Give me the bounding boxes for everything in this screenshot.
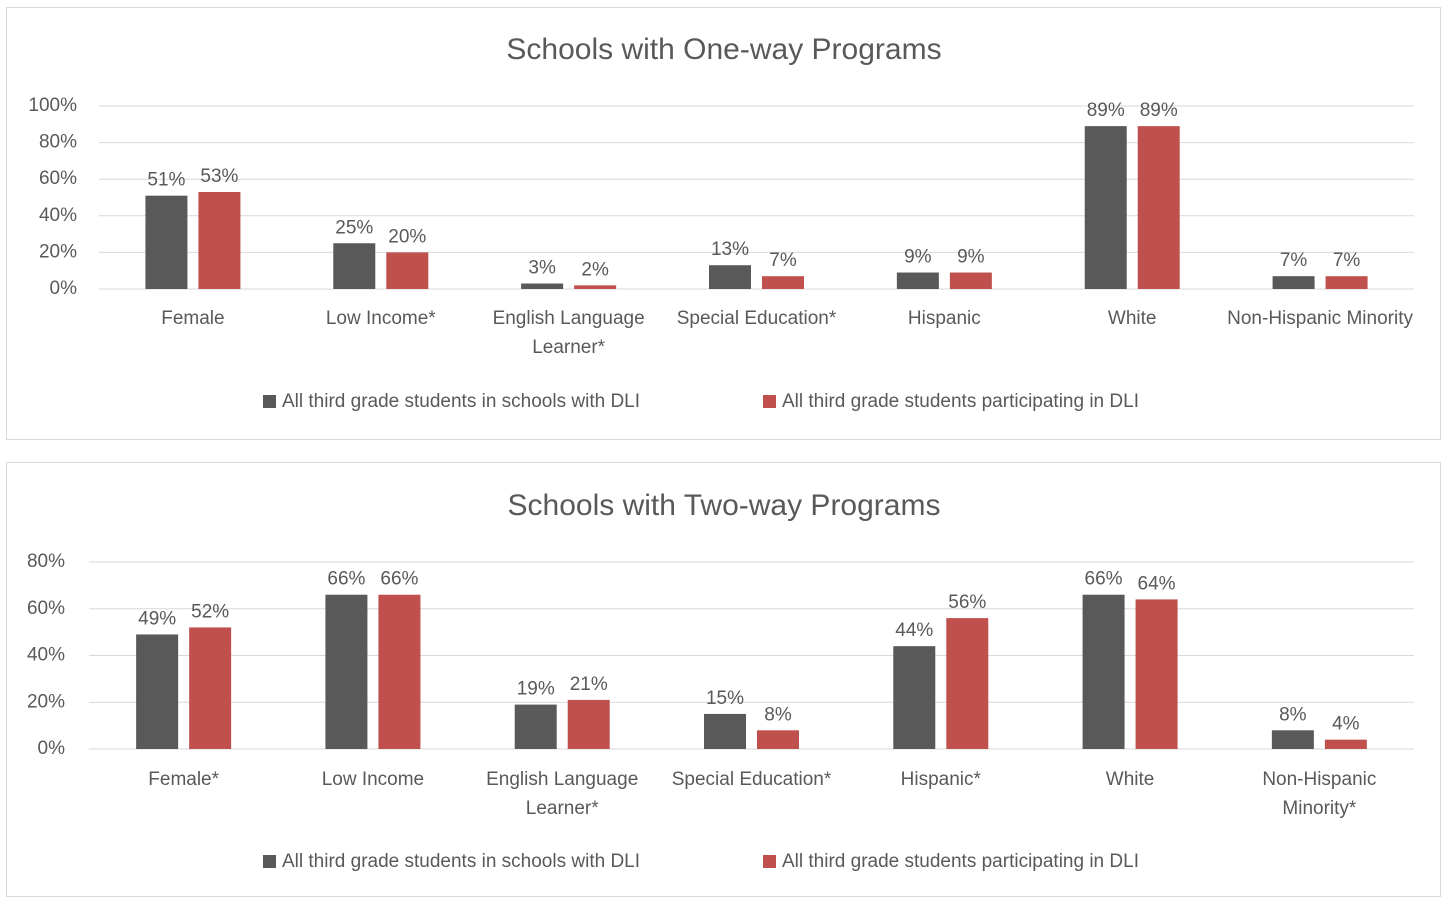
data-label: 7% <box>769 250 797 271</box>
data-label: 51% <box>147 170 185 191</box>
chart-panel: Schools with Two-way Programs 0% 20% 40% 60%… <box>6 462 1441 897</box>
x-tick-label: Hispanic <box>907 308 981 329</box>
y-tick-label: 80% <box>39 132 77 153</box>
y-tick-label: 80% <box>27 551 65 572</box>
x-tick-label: Non-Hispanic Minority* <box>1262 769 1377 819</box>
legend-swatch <box>263 395 276 408</box>
data-label: 9% <box>904 247 932 268</box>
data-label: 52% <box>191 601 229 622</box>
x-tick-label: White <box>1105 769 1155 790</box>
data-label: 9% <box>957 247 985 268</box>
bar <box>521 283 564 289</box>
data-label: 4% <box>1332 714 1360 735</box>
bar <box>1137 126 1180 289</box>
legend-label: All third grade students participating i… <box>782 851 1139 872</box>
data-label: 66% <box>380 569 418 590</box>
chart: Schools with Two-way Programs 0% 20% 40% 60%… <box>27 489 1414 872</box>
data-label: 8% <box>764 704 792 725</box>
data-label: 20% <box>388 226 426 247</box>
y-tick-label: 20% <box>27 691 65 712</box>
y-tick-label: 60% <box>27 598 65 619</box>
bar <box>1271 730 1314 749</box>
chart-panel: Schools with One-way Programs 0% 20% 40% 60%… <box>6 7 1441 440</box>
data-label: 89% <box>1087 100 1125 121</box>
y-tick-label: 0% <box>38 738 66 759</box>
y-tick-label: 100% <box>28 95 77 116</box>
data-label: 53% <box>200 166 238 187</box>
x-tick-label: Low Income* <box>325 308 436 329</box>
data-label: 66% <box>1085 569 1123 590</box>
y-tick-label: 40% <box>27 645 65 666</box>
data-label: 19% <box>517 679 555 700</box>
bar <box>1272 276 1315 289</box>
chart-title: Schools with One-way Programs <box>506 33 941 66</box>
data-label: 49% <box>138 608 176 629</box>
y-tick-label: 40% <box>39 205 77 226</box>
bar <box>514 704 557 749</box>
bar <box>896 272 939 289</box>
bar <box>198 192 241 289</box>
bar <box>1135 599 1178 749</box>
bar <box>136 634 179 749</box>
bar <box>386 252 429 289</box>
data-label: 64% <box>1138 573 1176 594</box>
data-label: 8% <box>1279 704 1307 725</box>
legend-label: All third grade students in schools with… <box>282 391 640 412</box>
legend-swatch <box>763 855 776 868</box>
legend-swatch <box>263 855 276 868</box>
bar <box>378 594 421 749</box>
data-label: 56% <box>948 592 986 613</box>
bar <box>145 195 188 289</box>
data-label: 2% <box>581 259 609 280</box>
bar <box>567 699 610 749</box>
data-label: 15% <box>706 688 744 709</box>
data-label: 66% <box>327 569 365 590</box>
x-tick-label: English Language Learner* <box>492 308 645 358</box>
data-label: 25% <box>335 217 373 238</box>
bar <box>949 272 992 289</box>
data-label: 13% <box>711 239 749 260</box>
bar <box>325 594 368 749</box>
x-tick-label: Special Education* <box>676 308 837 329</box>
legend-swatch <box>763 395 776 408</box>
chart: Schools with One-way Programs 0% 20% 40% 60%… <box>28 33 1414 412</box>
bar <box>1324 739 1367 749</box>
bar <box>704 713 746 749</box>
legend-label: All third grade students participating i… <box>782 391 1139 412</box>
bar <box>1084 126 1127 289</box>
bar <box>762 276 804 289</box>
bar <box>709 265 751 289</box>
x-tick-label: Special Education* <box>671 769 832 790</box>
chart-title: Schools with Two-way Programs <box>508 489 941 522</box>
bar <box>189 627 232 749</box>
x-tick-label: Low Income <box>321 769 425 790</box>
bar <box>757 730 799 749</box>
bar <box>574 285 617 289</box>
bar <box>1325 276 1368 289</box>
data-label: 3% <box>528 258 556 279</box>
bar <box>1082 594 1125 749</box>
data-label: 44% <box>895 620 933 641</box>
data-label: 7% <box>1333 250 1361 271</box>
x-tick-label: Hispanic* <box>900 769 981 790</box>
data-label: 7% <box>1280 250 1308 271</box>
y-tick-label: 60% <box>39 168 77 189</box>
x-tick-label: White <box>1107 308 1157 329</box>
bar <box>946 618 989 749</box>
x-tick-label: Female <box>161 308 225 329</box>
y-tick-label: 20% <box>39 241 77 262</box>
bar <box>333 243 376 289</box>
y-tick-label: 0% <box>50 278 78 299</box>
bar <box>893 646 936 749</box>
x-tick-label: English Language Learner* <box>486 769 639 819</box>
data-label: 89% <box>1140 100 1178 121</box>
legend-label: All third grade students in schools with… <box>282 851 640 872</box>
x-tick-label: Non-Hispanic Minority <box>1227 308 1413 329</box>
x-tick-label: Female* <box>148 769 220 790</box>
data-label: 21% <box>570 674 608 695</box>
